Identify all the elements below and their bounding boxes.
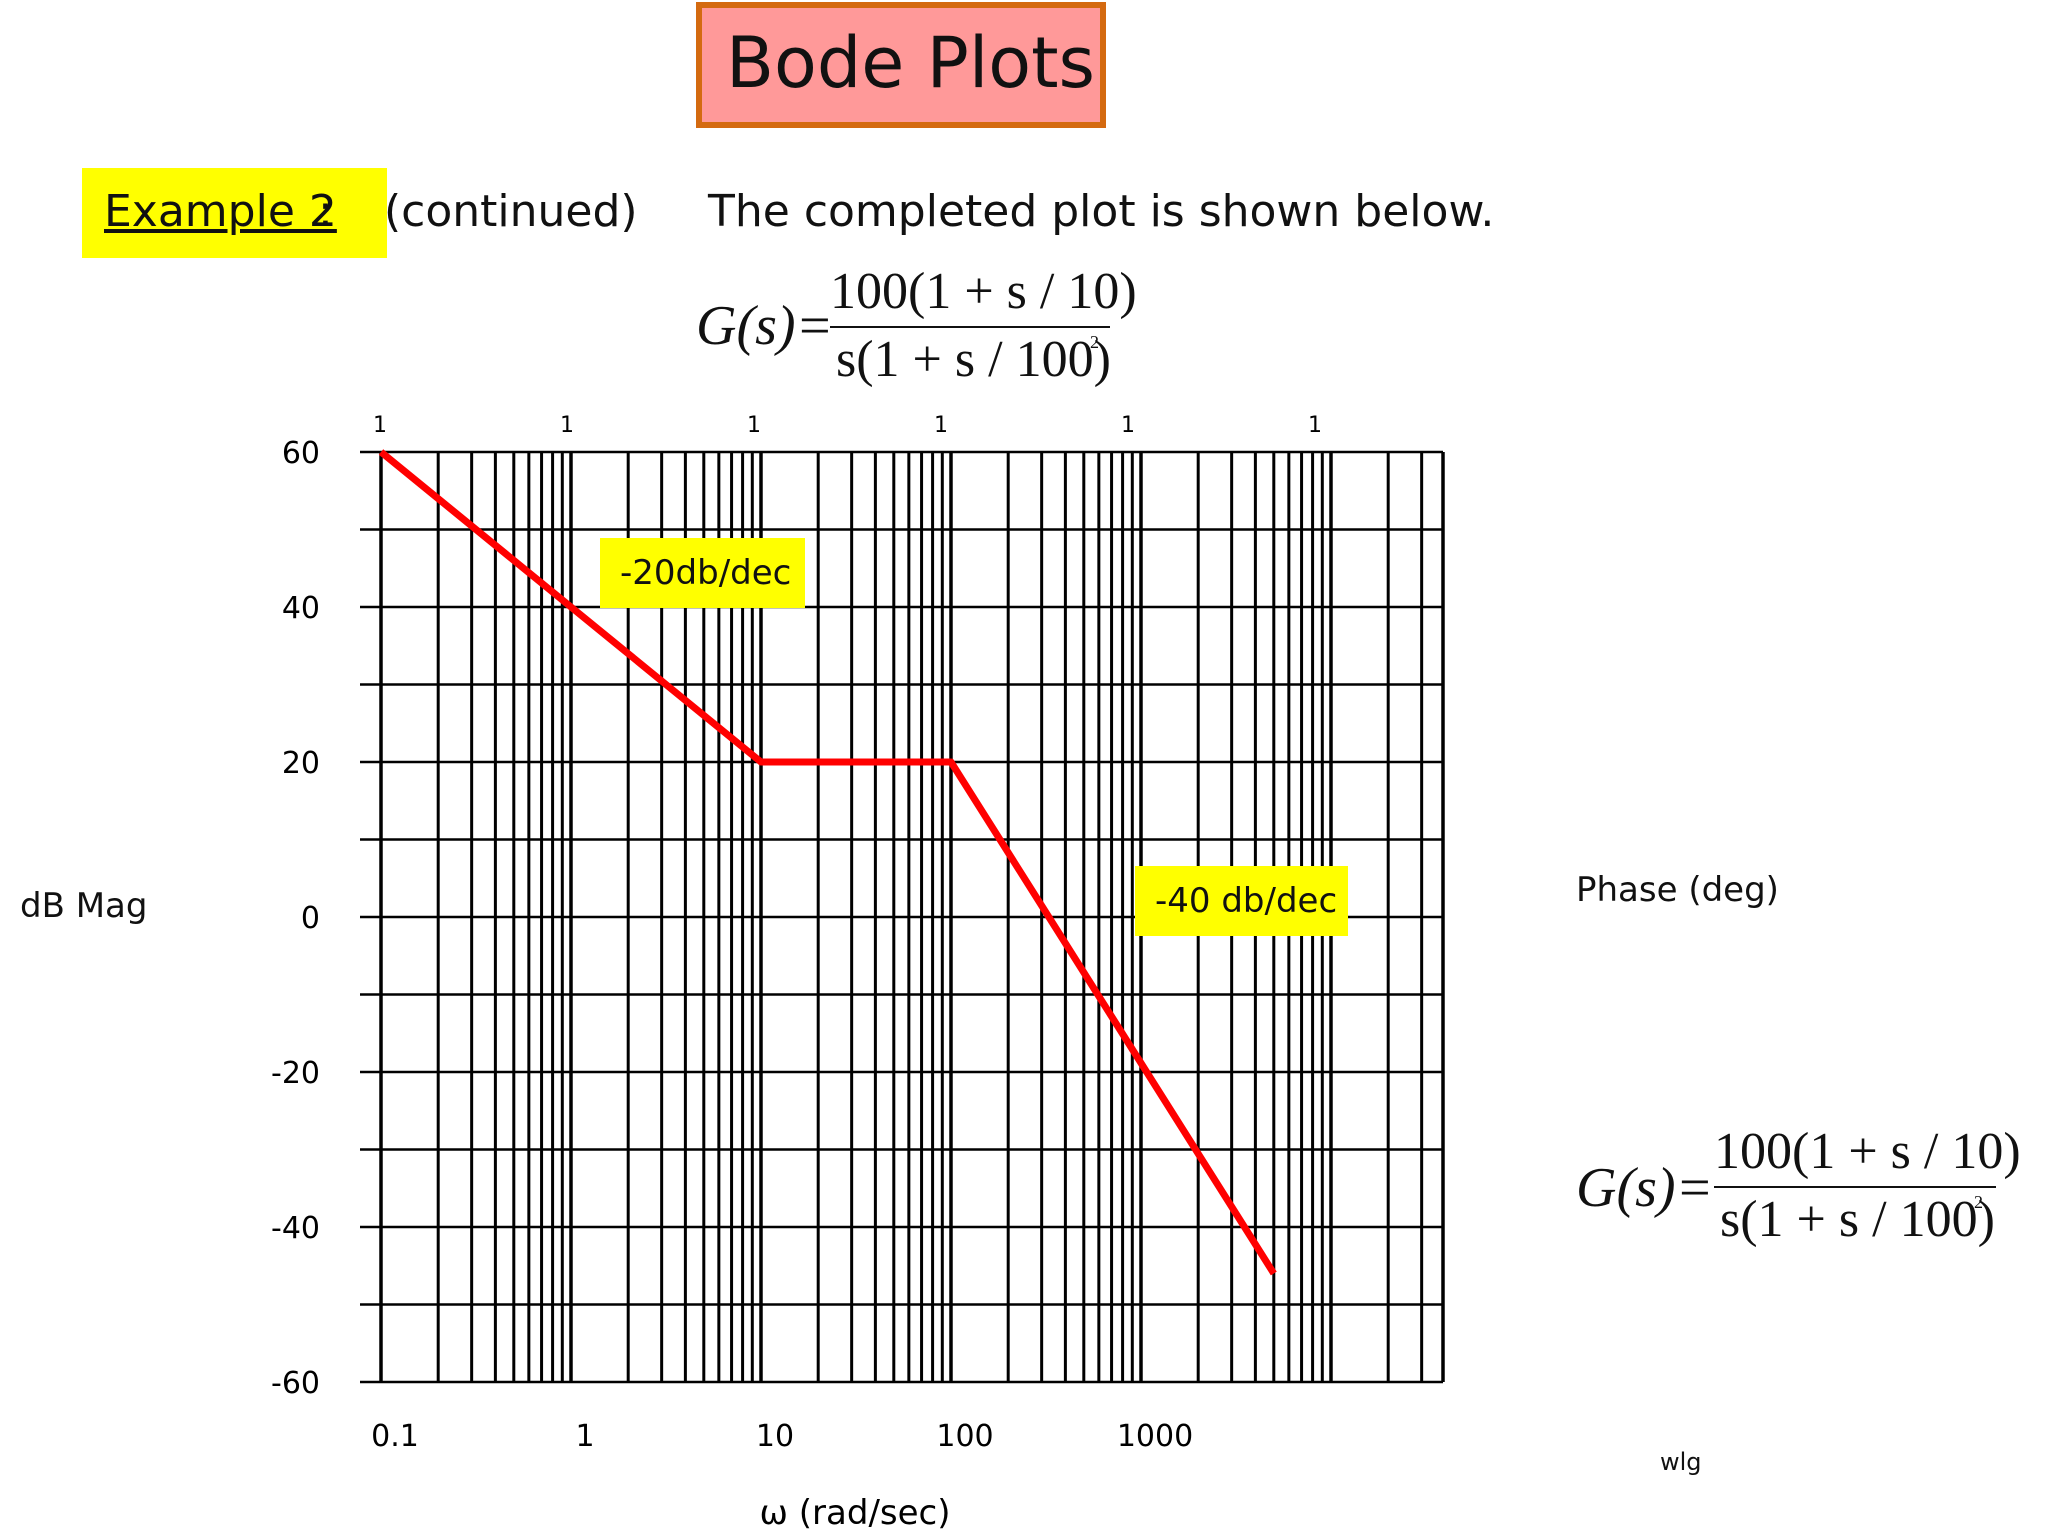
y-tick-label-5: -40 <box>271 1211 320 1246</box>
example-highlight <box>82 168 387 258</box>
formula-denominator: s(1 + s / 100) <box>836 331 1111 388</box>
y-tick-label-4: -20 <box>271 1056 320 1091</box>
transfer-function-top: G(s)= 100(1 + s / 10) s(1 + s / 100) 2 <box>690 262 1137 392</box>
fraction-bar <box>830 326 1110 328</box>
fraction-bar <box>1714 1186 1996 1188</box>
y-tick-label-3: 0 <box>301 901 320 936</box>
y-axis-label: dB Mag <box>20 886 148 926</box>
top-tick-label-1: 1 <box>560 413 574 438</box>
description-text: The completed plot is shown below. <box>708 186 1495 237</box>
slope-annotation-1: -20db/dec <box>600 538 805 608</box>
formula-exponent: 2 <box>1090 332 1099 352</box>
x-tick-label-2: 10 <box>756 1419 794 1454</box>
continued-text: (continued) <box>384 186 638 237</box>
slope-1-label: -20db/dec <box>620 553 792 593</box>
formula-numerator: 100(1 + s / 10) <box>1714 1123 2021 1180</box>
title-box <box>696 2 1106 128</box>
magnitude-curve <box>378 449 1277 1276</box>
slope-2-label: -40 db/dec <box>1155 881 1338 921</box>
top-tick-label-2: 1 <box>747 413 761 438</box>
y-tick-label-1: 40 <box>282 591 320 626</box>
y-tick-label-6: -60 <box>271 1366 320 1401</box>
footer-initials: wlg <box>1660 1448 1702 1476</box>
formula-exponent: 2 <box>1974 1192 1983 1212</box>
top-tick-label-3: 1 <box>934 413 948 438</box>
formula-numerator: 100(1 + s / 10) <box>830 263 1137 320</box>
x-tick-label-4: 1000 <box>1117 1419 1193 1454</box>
y-tick-label-2: 20 <box>282 746 320 781</box>
y-tick-label-0: 60 <box>282 436 320 471</box>
example-colon: : <box>318 186 333 237</box>
top-tick-label-4: 1 <box>1121 413 1135 438</box>
x-tick-label-1: 1 <box>575 1419 594 1454</box>
x-tick-label-0: 0.1 <box>371 1419 419 1454</box>
formula-lhs: G(s)= <box>1576 1157 1714 1219</box>
top-tick-label-5: 1 <box>1308 413 1322 438</box>
slope-annotation-2: -40 db/dec <box>1135 866 1348 936</box>
formula-denominator: s(1 + s / 100) <box>1720 1191 1995 1248</box>
transfer-function-right: G(s)= 100(1 + s / 10) s(1 + s / 100) 2 <box>1570 1120 2021 1250</box>
phase-axis-label: Phase (deg) <box>1576 870 1779 910</box>
series-line-0 <box>378 449 1277 1276</box>
formula-lhs: G(s)= <box>696 295 834 357</box>
page-title: Bode Plots <box>726 22 1096 104</box>
top-tick-label-0: 1 <box>373 413 387 438</box>
x-axis-label: ω (rad/sec) <box>760 1493 951 1533</box>
x-tick-label-3: 100 <box>936 1419 993 1454</box>
tick-labels: 60 40 20 0 -20 -40 -60 0.1 1 10 100 1000 1 1 1 1 1 1 <box>271 413 1322 1454</box>
example-label: Example 2 <box>104 186 337 237</box>
